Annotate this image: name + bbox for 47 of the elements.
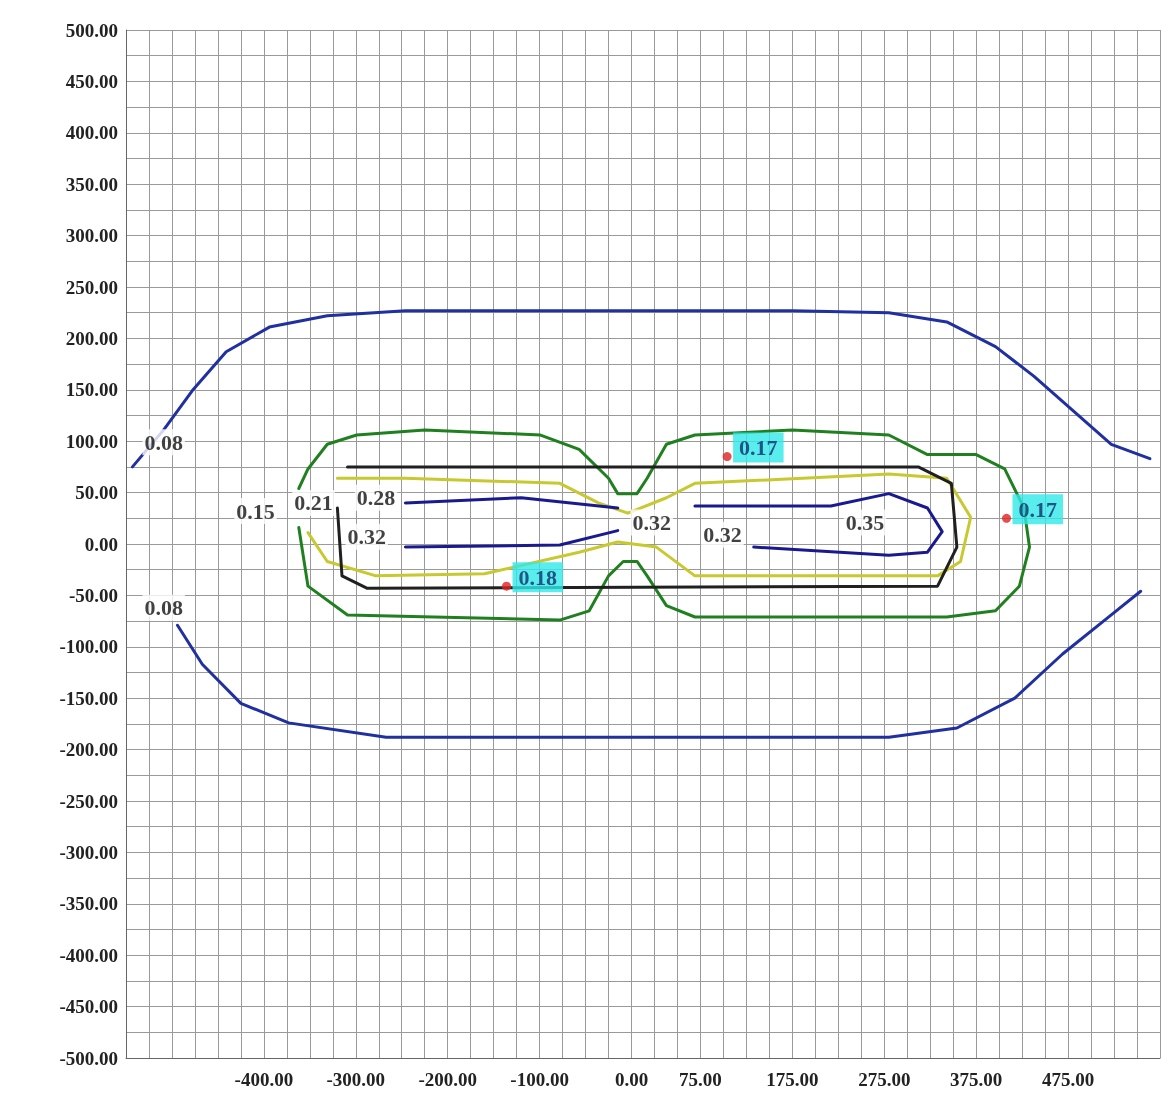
annotation: 0.28 [356, 485, 396, 511]
annotation: 0.15 [236, 498, 275, 524]
y-tick-label: 300.00 [65, 225, 118, 247]
y-tick-label: -450.00 [59, 996, 118, 1018]
y-tick-label: -500.00 [59, 1047, 118, 1069]
y-tick-label: 250.00 [65, 276, 118, 298]
annotation: 0.35 [845, 509, 885, 535]
y-tick-label: -100.00 [59, 636, 118, 658]
y-tick-label: -400.00 [59, 944, 118, 966]
y-tick-label: -350.00 [59, 893, 118, 915]
x-tick-label: -400.00 [234, 1069, 294, 1090]
y-tick-label: -50.00 [68, 584, 118, 606]
line-series [335, 465, 959, 590]
y-tick-label: 350.00 [65, 173, 118, 195]
x-tick-label: 0.00 [614, 1069, 649, 1090]
annotation: 0.32 [632, 509, 671, 535]
y-tick-label: 150.00 [65, 379, 118, 401]
y-tick-label: 400.00 [65, 122, 118, 144]
annotation: 0.32 [347, 524, 387, 550]
x-tick-label: 475.00 [1041, 1069, 1095, 1090]
y-tick-label: 50.00 [75, 482, 118, 504]
x-tick-label: -300.00 [326, 1069, 386, 1090]
y-tick-label: 200.00 [65, 327, 118, 349]
x-tick-label: 275.00 [858, 1069, 911, 1090]
point [1002, 513, 1012, 523]
y-tick-label: -150.00 [59, 687, 118, 709]
x-tick-label: 75.00 [679, 1069, 722, 1090]
annotation: 0.32 [703, 522, 742, 548]
x-tick-label: -100.00 [510, 1069, 569, 1090]
y-tick-label: 500.00 [65, 19, 118, 41]
y-tick-label: -200.00 [59, 739, 118, 761]
annotation: 0.17 [1018, 496, 1058, 522]
annotation: 0.17 [739, 435, 778, 461]
point [502, 581, 512, 591]
x-tick-label: 175.00 [766, 1069, 819, 1090]
annotation: 0.18 [518, 564, 558, 590]
x-tick-label: 375.00 [950, 1069, 1003, 1090]
y-tick-label: 450.00 [65, 70, 118, 92]
annotation: 0.08 [144, 595, 183, 621]
annotation: 0.21 [294, 490, 333, 516]
y-tick-label: 0.00 [84, 533, 118, 555]
y-tick-label: 100.00 [65, 430, 118, 452]
x-tick-label: -200.00 [418, 1069, 477, 1090]
annotation: 0.08 [144, 429, 183, 455]
y-tick-label: -300.00 [59, 841, 118, 863]
y-tick-label: -250.00 [59, 790, 118, 812]
point [722, 452, 732, 462]
